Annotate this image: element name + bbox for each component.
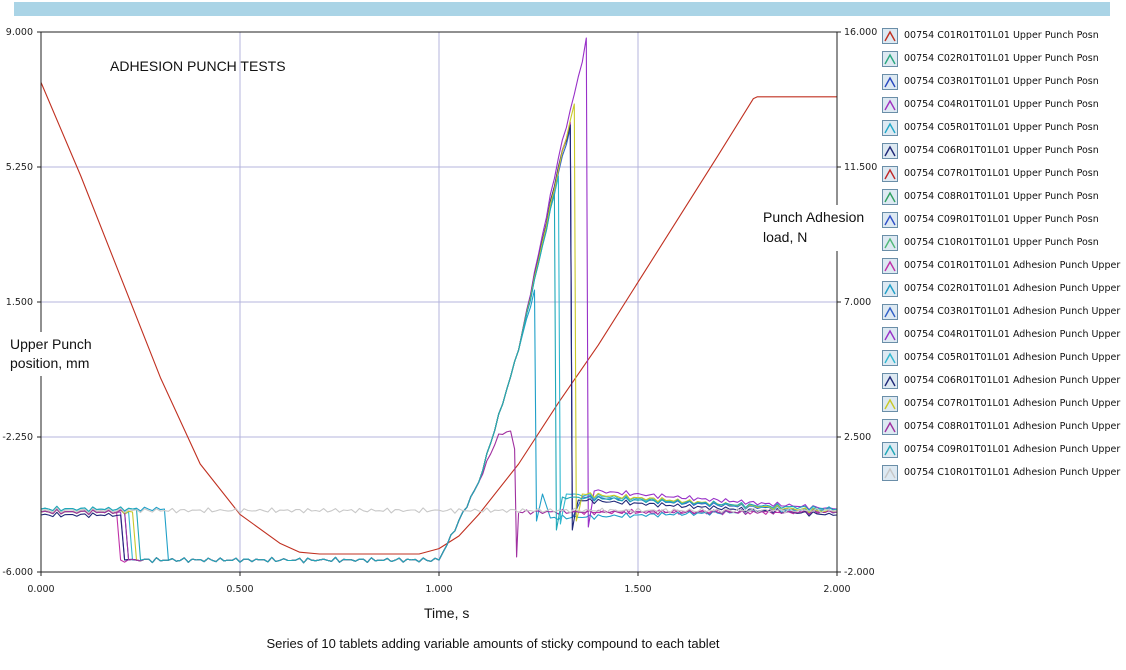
series-swatch-icon: [882, 188, 898, 205]
legend-item[interactable]: 00754 C08R01T01L01 Adhesion Punch Upper: [882, 415, 1126, 438]
legend-label: 00754 C06R01T01L01 Adhesion Punch Upper: [904, 375, 1121, 386]
legend-item[interactable]: 00754 C05R01T01L01 Upper Punch Posn: [882, 116, 1126, 139]
legend-label: 00754 C04R01T01L01 Upper Punch Posn: [904, 99, 1099, 110]
legend-label: 00754 C09R01T01L01 Upper Punch Posn: [904, 214, 1099, 225]
top-bar: [14, 2, 1110, 16]
y-right-label-line-1: Punch Adhesion: [763, 209, 864, 225]
x-ticks: 0.000 0.500 1.000 1.500 2.000: [27, 572, 851, 595]
legend-item[interactable]: 00754 C03R01T01L01 Upper Punch Posn: [882, 70, 1126, 93]
x-tick-label: 0.000: [27, 584, 54, 595]
y-left-tick-label: -6.000: [2, 567, 33, 578]
legend: 00754 C01R01T01L01 Upper Punch Posn 00754…: [882, 24, 1126, 484]
y-right-label-line-2: load, N: [763, 229, 807, 245]
legend-label: 00754 C06R01T01L01 Upper Punch Posn: [904, 145, 1099, 156]
series-line-20: [40, 507, 838, 514]
legend-label: 00754 C07R01T01L01 Adhesion Punch Upper: [904, 398, 1121, 409]
caption: Series of 10 tablets adding variable amo…: [266, 636, 720, 651]
legend-item[interactable]: 00754 C07R01T01L01 Adhesion Punch Upper: [882, 392, 1126, 415]
legend-label: 00754 C09R01T01L01 Adhesion Punch Upper: [904, 444, 1121, 455]
y-right-tick-label: -2.000: [844, 567, 875, 578]
legend-label: 00754 C02R01T01L01 Adhesion Punch Upper: [904, 283, 1121, 294]
series-swatch-icon: [882, 234, 898, 251]
series-swatch-icon: [882, 395, 898, 412]
legend-label: 00754 C01R01T01L01 Upper Punch Posn: [904, 30, 1099, 41]
y-left-label-line-2: position, mm: [10, 355, 89, 371]
y-left-ticks: 9.000 5.250 1.500 -2.250 -6.000: [2, 27, 41, 578]
series-swatch-icon: [882, 303, 898, 320]
series-swatch-icon: [882, 441, 898, 458]
legend-label: 00754 C08R01T01L01 Upper Punch Posn: [904, 191, 1099, 202]
series-swatch-icon: [882, 257, 898, 274]
x-tick-label: 2.000: [823, 584, 850, 595]
ylabel-right-bg: [757, 205, 879, 251]
series-swatch-icon: [882, 142, 898, 159]
series-swatch-icon: [882, 27, 898, 44]
series-swatch-icon: [882, 280, 898, 297]
chart-title: ADHESION PUNCH TESTS: [110, 58, 286, 74]
legend-item[interactable]: 00754 C02R01T01L01 Upper Punch Posn: [882, 47, 1126, 70]
series-swatch-icon: [882, 326, 898, 343]
series-swatch-icon: [882, 418, 898, 435]
legend-item[interactable]: 00754 C01R01T01L01 Adhesion Punch Upper: [882, 254, 1126, 277]
series-swatch-icon: [882, 119, 898, 136]
series-swatch-icon: [882, 73, 898, 90]
plot-border: [40, 31, 838, 573]
legend-label: 00754 C10R01T01L01 Upper Punch Posn: [904, 237, 1099, 248]
x-tick-label: 1.000: [425, 584, 452, 595]
grid: [41, 32, 837, 572]
legend-item[interactable]: 00754 C06R01T01L01 Adhesion Punch Upper: [882, 369, 1126, 392]
legend-item[interactable]: 00754 C08R01T01L01 Upper Punch Posn: [882, 185, 1126, 208]
legend-item[interactable]: 00754 C10R01T01L01 Adhesion Punch Upper: [882, 461, 1126, 484]
series-line-19: [40, 193, 838, 564]
series-swatch-icon: [882, 96, 898, 113]
y-right-label: Punch Adhesion load, N: [763, 209, 868, 245]
legend-item[interactable]: 00754 C04R01T01L01 Adhesion Punch Upper: [882, 323, 1126, 346]
x-axis-label: Time, s: [424, 605, 470, 621]
y-right-ticks: 16.000 11.500 7.000 2.500 -2.000: [837, 27, 877, 578]
legend-label: 00754 C02R01T01L01 Upper Punch Posn: [904, 53, 1099, 64]
legend-label: 00754 C08R01T01L01 Adhesion Punch Upper: [904, 421, 1121, 432]
y-right-tick-label: 11.500: [844, 162, 877, 173]
legend-item[interactable]: 00754 C09R01T01L01 Upper Punch Posn: [882, 208, 1126, 231]
legend-label: 00754 C05R01T01L01 Upper Punch Posn: [904, 122, 1099, 133]
y-left-tick-label: 1.500: [6, 297, 33, 308]
series-swatch-icon: [882, 165, 898, 182]
legend-item[interactable]: 00754 C04R01T01L01 Upper Punch Posn: [882, 93, 1126, 116]
legend-item[interactable]: 00754 C02R01T01L01 Adhesion Punch Upper: [882, 277, 1126, 300]
y-left-label: Upper Punch position, mm: [10, 336, 96, 371]
ylabel-left-bg: [2, 332, 112, 376]
series-swatch-icon: [882, 50, 898, 67]
x-tick-label: 1.500: [624, 584, 651, 595]
legend-label: 00754 C01R01T01L01 Adhesion Punch Upper: [904, 260, 1121, 271]
legend-label: 00754 C03R01T01L01 Upper Punch Posn: [904, 76, 1099, 87]
legend-item[interactable]: 00754 C05R01T01L01 Adhesion Punch Upper: [882, 346, 1126, 369]
series-swatch-icon: [882, 372, 898, 389]
y-left-tick-label: -2.250: [2, 432, 33, 443]
legend-item[interactable]: 00754 C09R01T01L01 Adhesion Punch Upper: [882, 438, 1126, 461]
legend-item[interactable]: 00754 C07R01T01L01 Upper Punch Posn: [882, 162, 1126, 185]
legend-item[interactable]: 00754 C10R01T01L01 Upper Punch Posn: [882, 231, 1126, 254]
series-layer: [40, 37, 838, 564]
y-right-tick-label: 2.500: [844, 432, 871, 443]
legend-label: 00754 C03R01T01L01 Adhesion Punch Upper: [904, 306, 1121, 317]
x-tick-label: 0.500: [226, 584, 253, 595]
chart: 9.000 5.250 1.500 -2.250 -6.000 16.000 11.500…: [2, 27, 879, 595]
legend-label: 00754 C05R01T01L01 Adhesion Punch Upper: [904, 352, 1121, 363]
series-swatch-icon: [882, 464, 898, 481]
series-line-1: [40, 82, 837, 555]
y-right-tick-label: 7.000: [844, 297, 871, 308]
y-right-tick-label: 16.000: [844, 27, 877, 38]
y-left-tick-label: 5.250: [6, 162, 33, 173]
legend-item[interactable]: 00754 C01R01T01L01 Upper Punch Posn: [882, 24, 1126, 47]
series-swatch-icon: [882, 211, 898, 228]
legend-label: 00754 C04R01T01L01 Adhesion Punch Upper: [904, 329, 1121, 340]
series-swatch-icon: [882, 349, 898, 366]
legend-item[interactable]: 00754 C06R01T01L01 Upper Punch Posn: [882, 139, 1126, 162]
y-left-tick-label: 9.000: [6, 27, 33, 38]
legend-item[interactable]: 00754 C03R01T01L01 Adhesion Punch Upper: [882, 300, 1126, 323]
legend-label: 00754 C07R01T01L01 Upper Punch Posn: [904, 168, 1099, 179]
y-left-label-line-1: Upper Punch: [10, 336, 92, 352]
legend-label: 00754 C10R01T01L01 Adhesion Punch Upper: [904, 467, 1121, 478]
